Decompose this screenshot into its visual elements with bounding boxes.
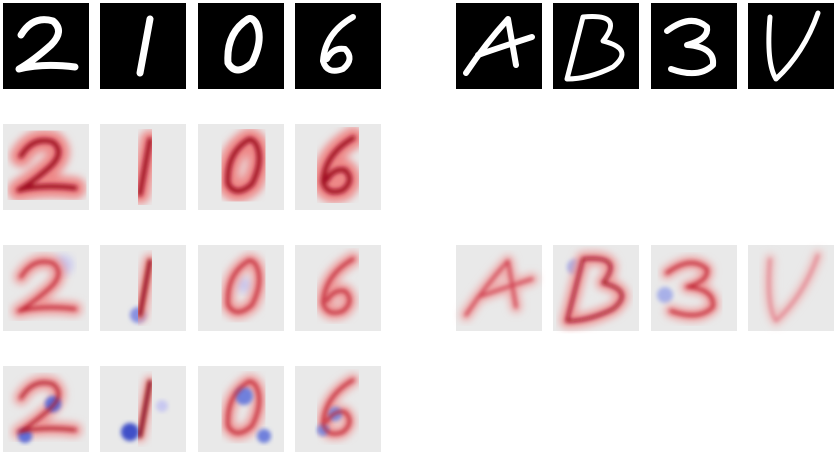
heatmap [3, 245, 89, 331]
neg-blob [156, 400, 168, 412]
heatmap [748, 245, 834, 331]
heatmap [553, 245, 639, 331]
neg-blob [657, 287, 673, 303]
input-tile [198, 3, 284, 89]
heatmap [3, 366, 89, 452]
heatmap [100, 124, 186, 210]
heatmap [198, 124, 284, 210]
neg-blob [317, 424, 329, 436]
input-tile [3, 3, 89, 89]
tile-bg [748, 3, 834, 89]
neg-blob [257, 429, 271, 443]
input-tile [100, 3, 186, 89]
heatmap [295, 245, 381, 331]
heatmap [100, 245, 186, 331]
heatmap [198, 366, 284, 452]
neg-blob [236, 277, 252, 293]
tile-bg [198, 3, 284, 89]
neg-blob [121, 423, 139, 441]
neg-blob [235, 387, 253, 405]
heatmap [295, 124, 381, 210]
heatmap [295, 366, 381, 452]
input-tile [295, 3, 381, 89]
heatmap [456, 245, 542, 331]
heatmap-row [3, 366, 381, 452]
input-tile [748, 3, 834, 89]
heatmap-row [3, 245, 834, 331]
input-tile [456, 3, 542, 89]
tile-bg [295, 3, 381, 89]
heatmap-row [3, 124, 381, 210]
heatmap [198, 245, 284, 331]
heatmap [3, 124, 89, 210]
heatmap [100, 366, 186, 452]
input-tile [651, 3, 737, 89]
input-row [3, 3, 834, 89]
input-tile [553, 3, 639, 89]
heatmap [651, 245, 737, 331]
